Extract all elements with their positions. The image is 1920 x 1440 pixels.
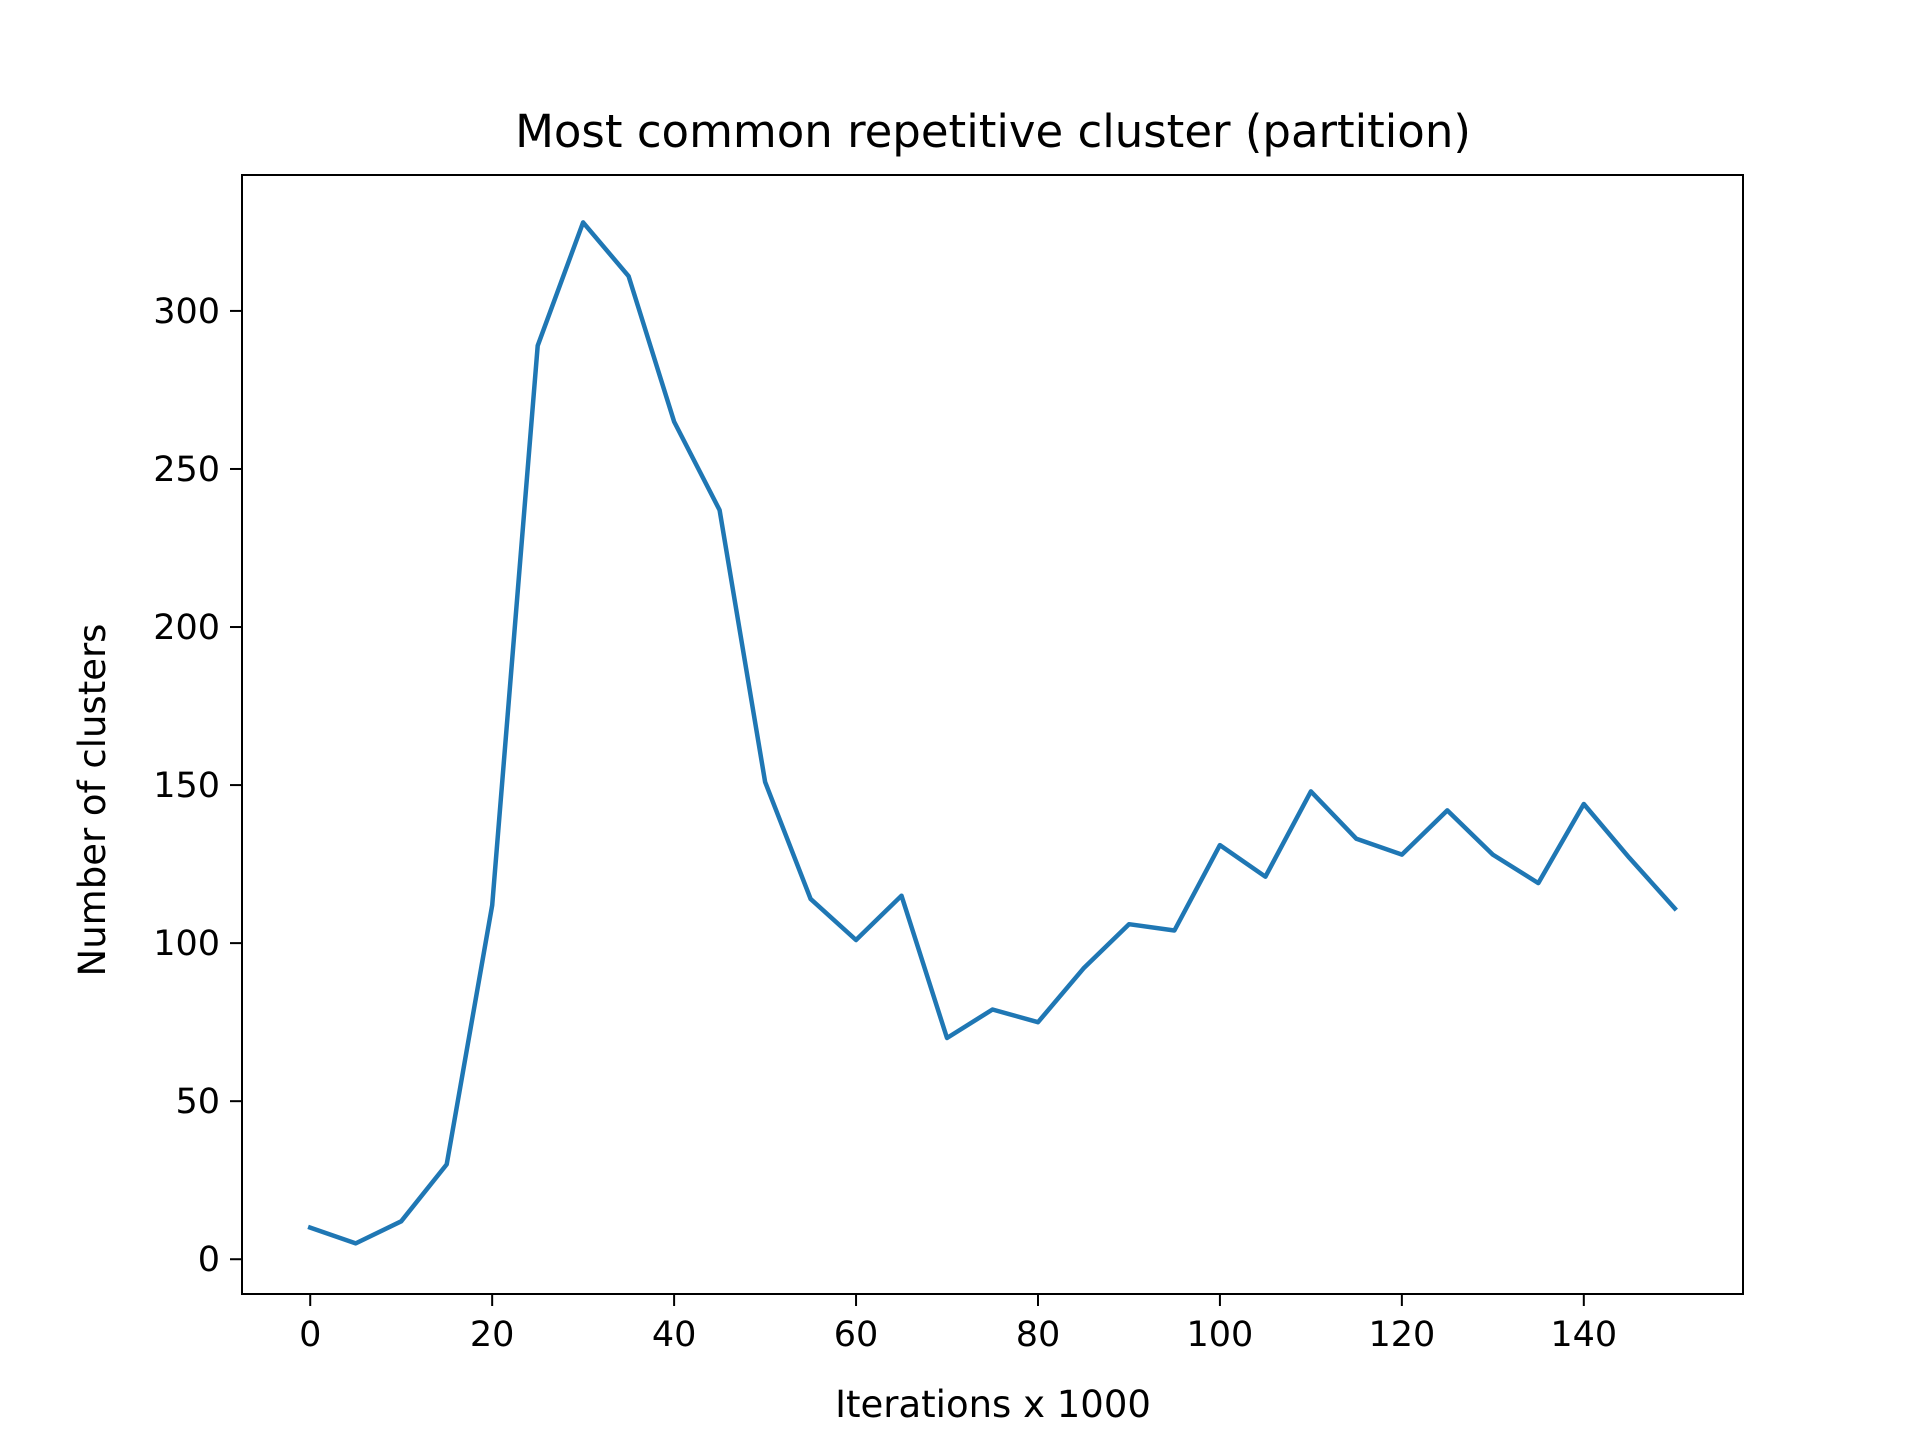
y-tick-label: 200 — [153, 608, 220, 648]
y-tick-label: 150 — [153, 766, 220, 806]
chart-title: Most common repetitive cluster (partitio… — [515, 105, 1471, 158]
x-tick-label: 60 — [834, 1315, 879, 1355]
y-axis-label: Number of clusters — [71, 624, 114, 977]
y-tick-label: 50 — [175, 1082, 220, 1122]
plot-area: 0 20 40 60 80 100 120 140 0 50 100 150 200 250 300 — [153, 174, 1744, 1355]
x-tick-label: 0 — [299, 1315, 321, 1355]
x-tick-label: 20 — [470, 1315, 515, 1355]
x-axis-label: Iterations x 1000 — [835, 1383, 1151, 1426]
series-line-0 — [307, 220, 1678, 1246]
y-tick-label: 0 — [198, 1240, 220, 1280]
x-tick-label: 40 — [652, 1315, 697, 1355]
y-tick-label: 250 — [153, 450, 220, 490]
y-tick-label: 300 — [153, 292, 220, 332]
x-tick-label: 140 — [1550, 1315, 1617, 1355]
x-tick-label: 120 — [1368, 1315, 1435, 1355]
x-tick-label: 100 — [1187, 1315, 1254, 1355]
axes-frame — [241, 174, 1744, 1295]
x-tick-label: 80 — [1016, 1315, 1061, 1355]
y-tick-label: 100 — [153, 924, 220, 964]
